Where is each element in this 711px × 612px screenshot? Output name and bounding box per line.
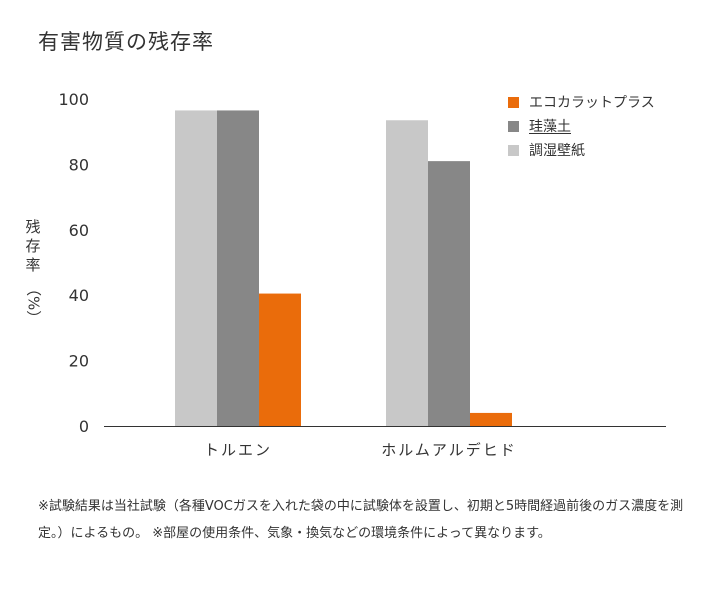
bar — [470, 412, 512, 426]
y-tick-label: 0 — [79, 417, 89, 436]
footnote: ※試験結果は当社試験（各種VOCガスを入れた袋の中に試験体を設置し、初期と5時間… — [38, 499, 684, 541]
bar-chart: 0 20 40 60 80 100 トルエン ホルムアルデヒド — [58, 90, 666, 459]
legend-label: 調湿壁紙 — [529, 143, 585, 159]
chart-title: 有害物質の残存率 — [38, 30, 214, 54]
legend: エコカラットプラス 珪藻土調湿壁紙 — [508, 90, 655, 162]
bar — [386, 120, 428, 426]
y-axis-label-text: 残存率 — [25, 218, 41, 274]
legend-swatch — [508, 96, 519, 108]
x-tick-label: ホルムアルデヒド — [381, 441, 517, 459]
legend-label: エコカラットプラス — [529, 95, 655, 111]
y-axis-label: 残存率 （%） — [22, 218, 44, 325]
bar — [259, 293, 301, 426]
legend-label: 珪藻土 — [529, 119, 571, 135]
y-tick-label: 40 — [69, 286, 89, 305]
bar — [428, 161, 470, 426]
legend-swatch — [508, 120, 519, 132]
y-axis-unit: （%） — [24, 281, 43, 326]
x-tick-label: トルエン — [204, 441, 272, 459]
y-tick-label: 80 — [69, 155, 89, 174]
legend-item: 珪藻土 — [508, 114, 655, 138]
y-tick-label: 20 — [69, 352, 89, 371]
legend-swatch — [508, 144, 519, 156]
y-tick-label: 60 — [69, 221, 89, 240]
y-tick-label: 100 — [58, 90, 89, 109]
bar — [217, 110, 259, 426]
legend-item: 調湿壁紙 — [508, 138, 655, 162]
legend-item: エコカラットプラス — [508, 90, 655, 114]
bar — [175, 110, 217, 426]
